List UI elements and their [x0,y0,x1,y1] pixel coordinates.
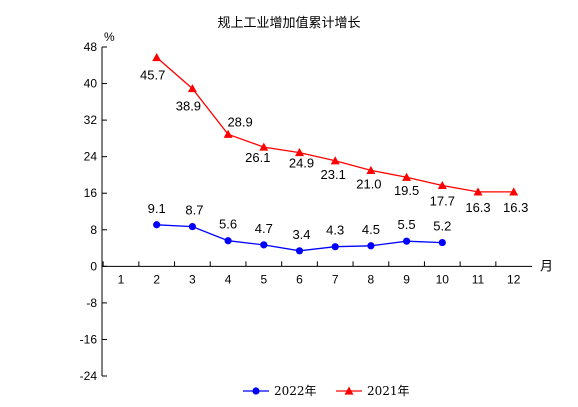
data-label: 45.7 [140,68,165,83]
x-tick-label: 10 [436,272,450,286]
data-point [330,156,340,165]
x-tick-label: 2 [153,272,160,286]
x-tick-label: 8 [368,272,375,286]
y-tick-label: -24 [80,369,98,383]
data-label: 4.7 [255,221,273,236]
data-label: 9.1 [148,201,166,216]
y-tick-label: 24 [84,150,98,164]
data-point [259,142,269,151]
y-tick-label: 0 [90,259,97,273]
legend-marker [252,387,260,395]
y-tick-label: -8 [86,296,97,310]
data-point [153,221,161,229]
data-label: 23.1 [321,167,346,182]
data-point [331,243,339,251]
legend-label: 2022年 [274,384,317,398]
x-tick-label: 1 [118,272,125,286]
legend-marker [344,386,354,395]
data-label: 28.9 [227,114,252,129]
data-point [473,187,483,196]
data-point [366,165,376,174]
y-tick-label: -16 [80,332,98,346]
data-label: 19.5 [394,183,419,198]
x-tick-label: 12 [507,272,521,286]
data-label: 5.5 [398,217,416,232]
y-tick-label: 16 [84,186,98,200]
legend-label: 2021年 [367,384,410,398]
x-tick-label: 11 [472,272,485,286]
data-point [187,84,197,93]
y-axis-label: % [104,30,115,44]
data-label: 16.3 [465,200,490,215]
data-label: 26.1 [245,150,270,165]
y-tick-label: 32 [84,113,98,127]
data-point [438,238,446,247]
data-point [152,53,162,62]
data-label: 4.5 [362,222,380,237]
data-label: 16.3 [503,200,528,215]
data-point [403,237,411,245]
x-tick-label: 9 [403,272,410,286]
y-tick-label: 40 [84,77,98,91]
data-point [224,237,232,245]
data-label: 38.9 [176,99,201,114]
data-point [223,129,233,138]
x-axis-label: 月 [540,258,553,273]
data-label: 24.9 [289,156,314,171]
y-tick-label: 8 [90,223,97,237]
data-point [367,242,375,250]
data-point [260,241,268,249]
data-label: 5.6 [219,217,237,232]
data-point [509,187,519,196]
data-point [188,222,196,231]
data-label: 17.7 [430,193,455,208]
data-point [437,180,447,190]
x-tick-label: 5 [260,272,267,286]
data-label: 5.2 [433,219,451,234]
data-point [295,247,304,255]
x-tick-label: 4 [225,272,232,286]
x-tick-label: 7 [332,272,339,286]
data-label: 3.4 [292,227,310,242]
data-point [402,172,412,181]
data-label: 8.7 [185,203,203,218]
x-tick-label: 6 [296,272,303,286]
chart-title: 规上工业增加值累计增长 [217,16,361,31]
data-label: 4.3 [326,223,344,238]
data-label: 21.0 [356,176,381,191]
data-point [295,148,304,157]
y-tick-label: 48 [84,40,98,54]
x-tick-label: 3 [189,272,196,286]
